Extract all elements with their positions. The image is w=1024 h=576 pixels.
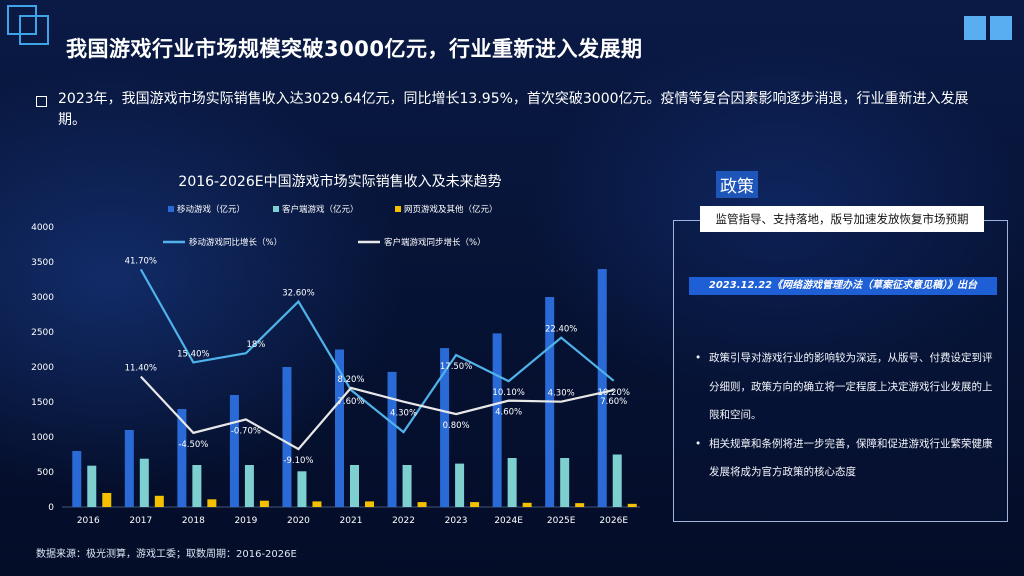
legend-swatch: [395, 206, 401, 212]
square-bullet-icon: [36, 96, 47, 107]
data-label: 18%: [246, 340, 265, 350]
corner-squares-decoration: [7, 5, 49, 45]
bar-web: [154, 495, 164, 507]
y-tick-label: 500: [37, 468, 54, 478]
bar-client: [139, 458, 149, 507]
page-title: 我国游戏行业市场规模突破3000亿元，行业重新进入发展期: [66, 37, 643, 61]
line-mobile-growth: [139, 268, 615, 434]
bar-mobile: [72, 451, 82, 507]
y-tick-label: 3000: [31, 293, 54, 303]
x-tick-label: 2025E: [547, 516, 576, 526]
data-label: 10.10%: [492, 388, 524, 398]
x-tick-label: 2021: [340, 516, 363, 526]
bar-mobile: [229, 395, 239, 507]
data-label: 0.80%: [443, 421, 470, 431]
line-client-growth: [140, 375, 614, 451]
bar-web: [575, 503, 585, 507]
data-label: 17.50%: [440, 362, 472, 372]
bar-mobile: [335, 349, 344, 507]
policy-guide-box: 监管指导、支持落地，版号加速发放恢复市场预期: [700, 206, 984, 232]
x-tick-label: 2024E: [494, 516, 523, 526]
bar-mobile: [440, 348, 450, 507]
y-tick-label: 1500: [31, 398, 54, 408]
policy-point-text: 政策引导对游戏行业的影响较为深远，从版号、付费设定到评分细则，政策方向的确立将一…: [709, 352, 993, 421]
legend-label: 移动游戏同比增长（%）: [189, 237, 282, 248]
y-tick-label: 3500: [31, 258, 54, 268]
bar-client: [560, 458, 570, 507]
bar-web: [470, 502, 480, 507]
bar-client: [350, 465, 359, 507]
legend-swatch: [168, 206, 174, 212]
legend-label: 客户端游戏（亿元）: [282, 204, 359, 215]
bar-web: [365, 501, 374, 507]
y-tick-label: 4000: [31, 223, 54, 233]
bar-mobile: [282, 367, 292, 507]
y-tick-label: 2000: [31, 363, 54, 373]
data-label: 41.70%: [125, 256, 157, 266]
bar-client: [244, 465, 254, 507]
bar-web: [102, 493, 112, 507]
bar-client: [455, 463, 465, 507]
data-label: 22.40%: [545, 325, 577, 335]
legend-label: 客户端游戏同步增长（%）: [384, 237, 486, 248]
x-tick-label: 2023: [445, 516, 468, 526]
bar-mobile: [597, 269, 607, 507]
data-label: 8.20%: [337, 375, 364, 385]
bar-client: [87, 465, 97, 507]
bar-mobile: [177, 409, 187, 507]
bar-client: [612, 454, 622, 507]
bullet-dot-icon: •: [695, 437, 702, 450]
revenue-chart: 0 500 1000 1500 2000 2500 3000 3500 4000 2016 2017…: [31, 204, 640, 526]
data-label: 7.60%: [600, 397, 627, 407]
data-label: 7.60%: [337, 397, 364, 407]
data-label: 15.40%: [177, 349, 209, 359]
bar-client: [507, 458, 517, 507]
x-tick-label: 2020: [287, 516, 310, 526]
bar-client: [192, 465, 202, 507]
corner-blocks-decoration: [964, 16, 1012, 40]
x-tick-label: 2026E: [599, 516, 628, 526]
list-item: • 相关规章和条例将进一步完善，保障和促进游戏行业繁荣健康发展将成为官方政策的核…: [695, 430, 995, 487]
legend-label: 网页游戏及其他（亿元）: [404, 204, 498, 215]
policy-draft-banner: 2023.12.22《网络游戏管理办法（草案征求意见稿）》出台: [689, 277, 997, 295]
data-label: -9.10%: [283, 456, 313, 466]
policy-title: 政策: [716, 171, 758, 198]
data-label: 4.30%: [390, 409, 417, 419]
data-label: -4.50%: [178, 440, 208, 450]
x-tick-label: 2022: [392, 516, 415, 526]
bar-web: [312, 501, 322, 507]
data-label: 10.20%: [598, 388, 630, 398]
bar-web: [207, 499, 217, 507]
chart-title: 2016-2026E中国游戏市场实际销售收入及未来趋势: [178, 174, 502, 190]
bar-mobile: [492, 333, 502, 507]
x-tick-label: 2017: [129, 516, 152, 526]
bar-web: [259, 500, 269, 507]
y-tick-label: 1000: [31, 433, 54, 443]
policy-points-list: • 政策引导对游戏行业的影响较为深远，从版号、付费设定到评分细则，政策方向的确立…: [695, 344, 995, 487]
legend-swatch: [273, 206, 279, 212]
data-label: 32.60%: [282, 289, 314, 299]
bar-web: [417, 502, 427, 507]
data-source-note: 数据来源：极光测算，游戏工委；取数周期：2016-2026E: [36, 549, 297, 560]
x-tick-label: 2016: [77, 516, 100, 526]
bullet-dot-icon: •: [695, 352, 702, 364]
bar-client: [402, 465, 412, 507]
bar-mobile: [387, 371, 397, 507]
bar-web: [627, 503, 637, 507]
policy-point-text: 相关规章和条例将进一步完善，保障和促进游戏行业繁荣健康发展将成为官方政策的核心态…: [709, 437, 993, 479]
x-tick-label: 2018: [182, 516, 205, 526]
y-tick-label: 0: [48, 503, 54, 513]
bar-mobile: [124, 430, 134, 507]
x-tick-label: 2019: [234, 516, 257, 526]
y-tick-label: 2500: [31, 328, 54, 338]
list-item: • 政策引导对游戏行业的影响较为深远，从版号、付费设定到评分细则，政策方向的确立…: [695, 344, 995, 430]
data-label: 4.60%: [495, 408, 522, 418]
data-label: -0.70%: [231, 426, 261, 436]
data-label: 11.40%: [125, 364, 157, 374]
bar-web: [522, 502, 532, 507]
legend-label: 移动游戏（亿元）: [177, 204, 245, 215]
bar-client: [297, 471, 307, 507]
intro-paragraph: 2023年，我国游戏市场实际销售收入达3029.64亿元，同比增长13.95%，…: [58, 91, 969, 128]
data-label: 4.30%: [548, 389, 575, 399]
